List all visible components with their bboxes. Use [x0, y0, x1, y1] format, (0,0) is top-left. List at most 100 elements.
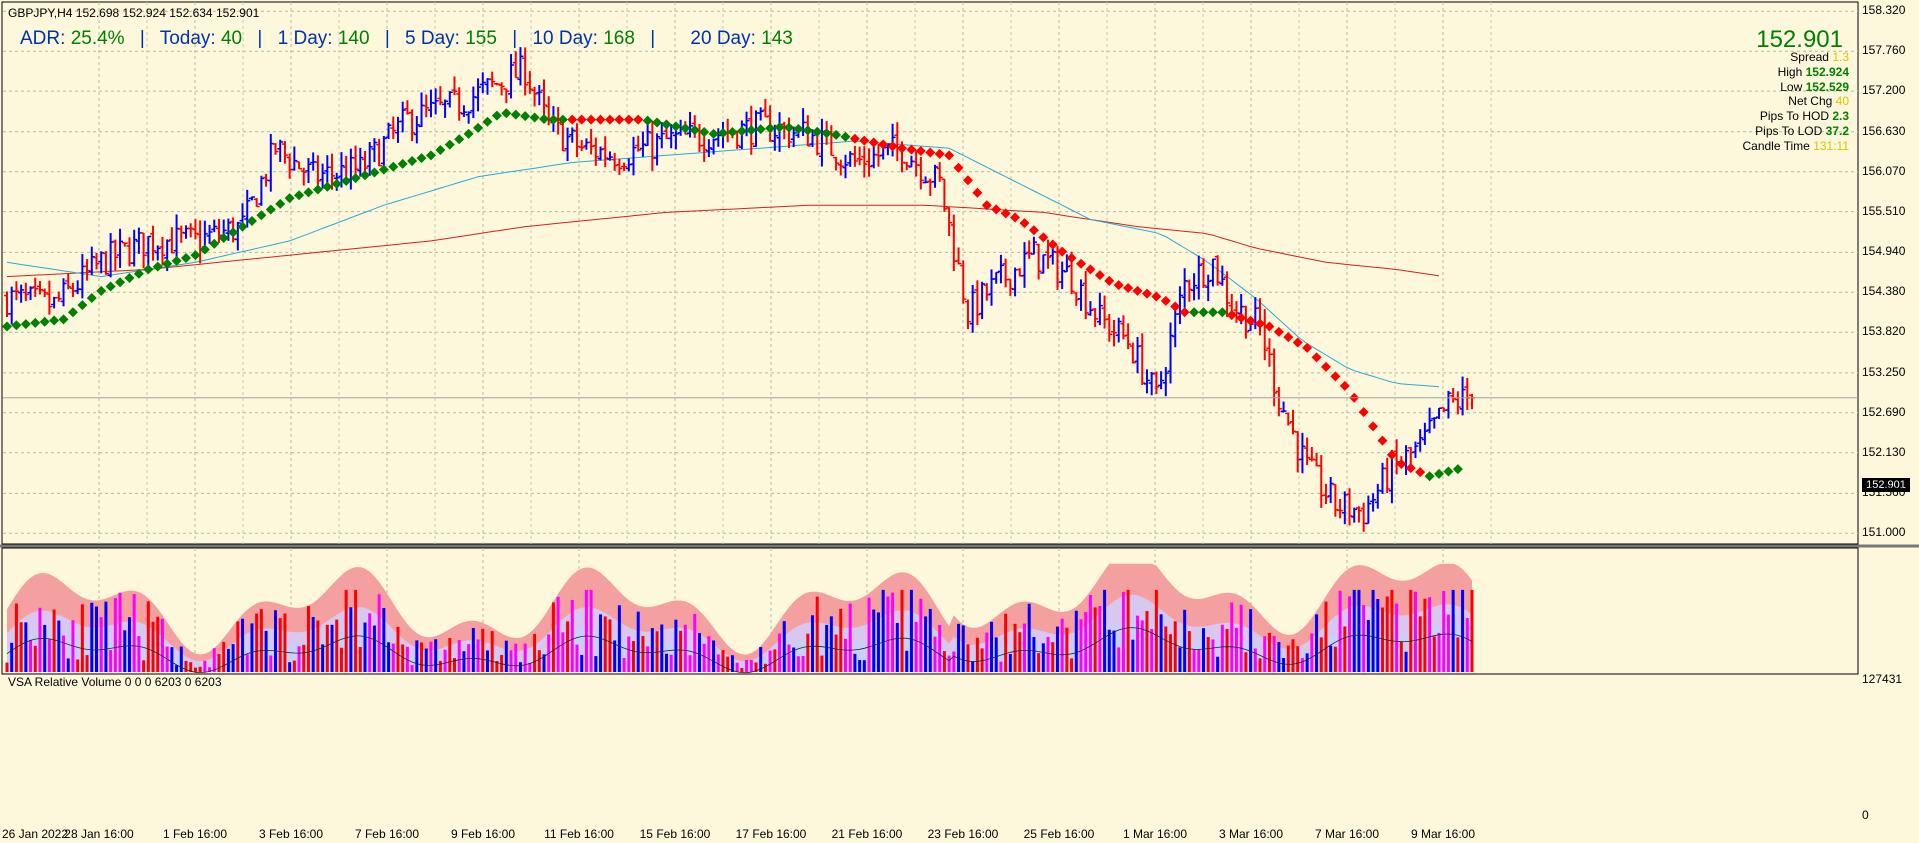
trend-marker	[444, 139, 455, 150]
adr-value: 25.4%	[70, 28, 125, 49]
trend-marker	[1302, 342, 1313, 353]
trend-marker	[925, 147, 936, 158]
trend-marker	[1396, 459, 1407, 470]
slow-moving-average-line	[6, 204, 1440, 278]
trend-marker	[1330, 371, 1341, 382]
trend-marker	[991, 204, 1002, 215]
trend-marker	[133, 268, 144, 279]
info-row: Net Chg 40	[1742, 94, 1849, 109]
trend-marker	[878, 139, 889, 150]
trend-marker	[1019, 218, 1030, 229]
trend-marker	[199, 244, 210, 255]
separator: |	[257, 28, 263, 49]
trend-marker	[1141, 288, 1152, 299]
trend-marker	[539, 113, 550, 124]
day20-label: 20 Day:	[690, 28, 756, 49]
trend-marker	[1066, 253, 1077, 264]
price-tick-label: 158.320	[1862, 3, 1906, 18]
trend-marker	[774, 122, 785, 133]
trend-marker	[1443, 466, 1454, 477]
trend-marker	[1151, 291, 1162, 302]
volume-average-line	[6, 627, 1473, 674]
trend-marker	[181, 253, 192, 264]
info-row: Pips To LOD 37.2	[1742, 124, 1849, 139]
day1-label: 1 Day:	[277, 28, 333, 49]
trend-marker	[1368, 421, 1379, 432]
trend-marker	[209, 238, 220, 249]
trend-marker	[831, 129, 842, 140]
trend-marker	[388, 161, 399, 172]
current-price-large: 152.901	[1756, 26, 1843, 53]
trend-marker	[1104, 275, 1115, 286]
trend-marker	[303, 187, 314, 198]
trend-marker	[294, 190, 305, 201]
trend-marker	[567, 114, 578, 125]
trend-marker	[190, 250, 201, 261]
trend-marker	[1085, 264, 1096, 275]
trend-marker	[529, 112, 540, 123]
trend-marker	[397, 158, 408, 169]
trend-marker	[897, 143, 908, 154]
price-tick-label: 156.630	[1862, 123, 1906, 138]
separator: |	[512, 28, 518, 49]
time-tick-label: 3 Feb 16:00	[258, 827, 324, 841]
trend-marker	[783, 122, 794, 133]
trend-marker	[765, 123, 776, 134]
trend-marker	[143, 264, 154, 275]
trend-marker	[972, 187, 983, 198]
trend-marker	[1076, 258, 1087, 269]
trend-marker	[39, 316, 50, 327]
time-tick-label: 17 Feb 16:00	[735, 827, 807, 841]
trend-marker	[115, 277, 126, 288]
time-tick-label: 23 Feb 16:00	[927, 827, 999, 841]
info-row-value: 37.2	[1825, 123, 1849, 138]
info-row-value: 152.529	[1805, 79, 1849, 94]
trend-marker	[1028, 225, 1039, 236]
trend-marker	[1170, 301, 1181, 312]
time-tick-label: 25 Feb 16:00	[1023, 827, 1095, 841]
trend-marker	[727, 127, 738, 138]
trend-marker	[1358, 407, 1369, 418]
price-tick-label: 157.760	[1862, 43, 1906, 58]
symbol-ohlc-label: GBPJPY,H4 152.698 152.924 152.634 152.90…	[8, 6, 260, 20]
trend-marker	[689, 125, 700, 136]
trend-marker	[642, 115, 653, 126]
adr-label: ADR:	[20, 28, 66, 49]
trend-marker	[67, 307, 78, 318]
info-row: High 152.924	[1742, 65, 1849, 80]
trend-marker	[162, 258, 173, 269]
trend-marker	[1386, 449, 1397, 460]
today-label: Today:	[159, 28, 216, 49]
info-row-value: 152.924	[1805, 64, 1849, 79]
trend-marker	[1132, 285, 1143, 296]
trend-marker	[1377, 435, 1388, 446]
trend-marker	[1283, 332, 1294, 343]
trend-marker	[425, 150, 436, 161]
price-tick-label: 151.000	[1862, 525, 1906, 540]
separator: |	[384, 28, 390, 49]
trend-marker	[520, 111, 531, 122]
trend-marker	[1179, 307, 1190, 318]
info-panel: Spread 1.3 High 152.924 Low 152.529 Net Chg…	[1742, 50, 1849, 154]
trend-marker	[1217, 307, 1228, 318]
price-tick-label: 152.690	[1862, 404, 1906, 419]
trend-marker	[821, 128, 832, 139]
trend-marker	[652, 117, 663, 128]
trend-marker	[1245, 315, 1256, 326]
trend-marker	[1189, 307, 1200, 318]
trend-marker	[435, 144, 446, 155]
trend-marker	[981, 200, 992, 211]
price-panel-frame	[1, 1, 1859, 545]
time-tick-label: 11 Feb 16:00	[544, 827, 614, 841]
adr-stats-row: ADR: 25.4% | Today: 40 | 1 Day: 140 | 5 …	[20, 28, 793, 50]
trend-marker	[58, 314, 69, 325]
trend-marker	[1236, 312, 1247, 323]
trend-marker	[105, 281, 116, 292]
trend-marker	[595, 114, 606, 125]
day1-value: 140	[337, 28, 370, 49]
trend-marker	[623, 114, 634, 125]
time-tick-label: 7 Mar 16:00	[1314, 827, 1380, 841]
trend-marker	[171, 255, 182, 266]
trend-marker	[341, 176, 352, 187]
